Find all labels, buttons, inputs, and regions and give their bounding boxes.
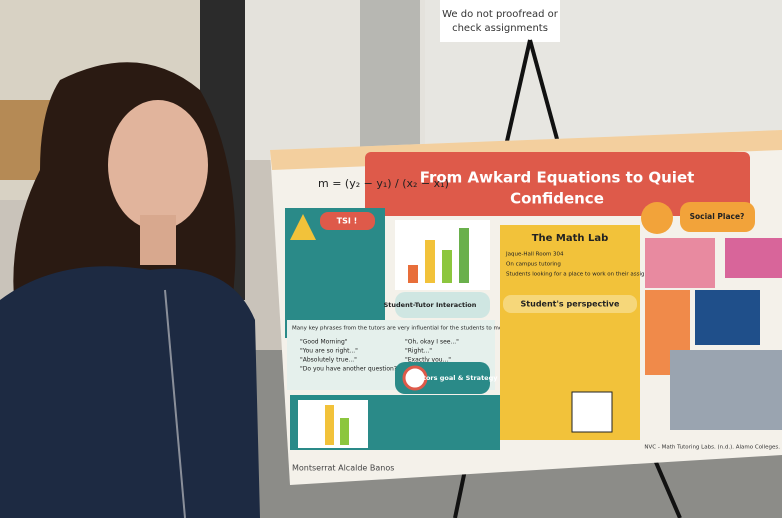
- citation: NVC - Math Tutoring Labs. (n.d.). Alamo …: [644, 445, 780, 451]
- chart-bar: [325, 405, 334, 445]
- sign-text: check assignments: [452, 23, 548, 34]
- math-lab-panel: [500, 225, 640, 440]
- pink-box: [645, 238, 715, 288]
- title-banner: [365, 152, 750, 216]
- phrase: "Oh, okay I see...": [405, 339, 459, 346]
- math-lab-title: The Math Lab: [532, 233, 609, 244]
- easel-leg: [503, 39, 532, 151]
- pink-box: [725, 238, 782, 278]
- math-lab-item: On campus tutoring: [506, 262, 561, 268]
- pillar: [360, 0, 420, 150]
- sign: [440, 0, 560, 42]
- perspective-title: Student's perspective: [521, 300, 620, 309]
- chart-bar: [442, 250, 452, 283]
- network-icon: [641, 202, 673, 234]
- phrases-intro: Many key phrases from the tutors are ver…: [292, 326, 534, 332]
- math-lab-item: Jaque-Hall Room 304: [505, 252, 564, 258]
- target-icon: [402, 365, 428, 391]
- phrase: "Good Morning": [300, 339, 348, 346]
- tsi-tag: [320, 212, 375, 230]
- interaction-label: Student-Tutor Interaction: [384, 301, 477, 309]
- face: [108, 100, 208, 230]
- warning-icon: [290, 214, 316, 240]
- author: Montserrat Alcalde Banos: [292, 464, 394, 473]
- chart-bar: [340, 418, 349, 445]
- photos: [670, 350, 782, 430]
- qr-code: [571, 391, 613, 433]
- chart-bar: [408, 265, 418, 283]
- easel-leg: [653, 459, 682, 518]
- zipper: [164, 289, 186, 518]
- chart-bar: [425, 240, 435, 283]
- phrase-list: "Good Morning" "You are so right..." "Abso…: [300, 339, 459, 373]
- chart-bar: [459, 228, 469, 283]
- blue-box: [695, 290, 760, 345]
- math-lab-list: Jaque-Hall Room 304 On campus tutoring Stu…: [505, 252, 665, 278]
- neck: [140, 215, 176, 265]
- poster-title: From Awkard Equations to Quiet: [420, 169, 695, 187]
- tsi-label: TSI !: [337, 217, 358, 226]
- poster-title: Confidence: [510, 190, 604, 208]
- social-label: Social Place?: [690, 212, 745, 221]
- phrase: "Exactly you...": [405, 357, 451, 364]
- strategy-label: Tutors goal & Strategy: [415, 374, 499, 382]
- interaction-tag: [395, 292, 490, 318]
- easel-leg: [453, 469, 467, 518]
- sign-text: We do not proofread or: [442, 9, 559, 20]
- equation: m = (y₂ − y₁) / (x₂ − x₁): [318, 177, 449, 190]
- math-lab-item: Students looking for a place to work on …: [506, 272, 665, 278]
- social-tag: [680, 202, 755, 232]
- perspective-tag: [503, 295, 637, 313]
- jacket: [0, 266, 260, 518]
- phrase: "Absolutely true...": [300, 357, 357, 364]
- easel-leg: [528, 39, 562, 151]
- phrase: "Right...": [405, 348, 432, 355]
- phrase: "Do you have another question?": [300, 366, 400, 373]
- phrase: "You are so right...": [300, 348, 358, 355]
